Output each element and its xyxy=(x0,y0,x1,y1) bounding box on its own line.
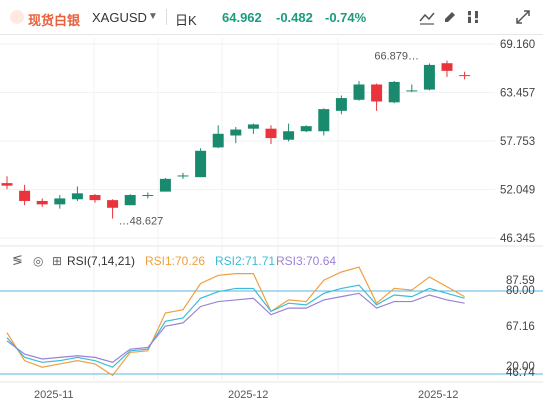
candle-body xyxy=(19,190,31,201)
y-axis-label: 69.160 xyxy=(500,39,535,51)
divider xyxy=(166,9,167,25)
candle-body xyxy=(159,178,171,192)
price-change: -0.482 xyxy=(276,10,313,25)
candle-body xyxy=(230,129,242,136)
candle-body xyxy=(54,198,66,205)
y-axis-label: 63.457 xyxy=(500,87,535,99)
candle-body xyxy=(300,126,312,132)
rsi2-value: RSI2:71.71 xyxy=(215,254,276,268)
x-axis-label: 2025-12 xyxy=(418,389,458,401)
candle-body xyxy=(89,195,101,201)
candle-body xyxy=(406,90,418,92)
logo-text: 现货白银 xyxy=(28,13,81,28)
last-price: 64.962 xyxy=(222,10,262,25)
candle-body xyxy=(423,64,435,90)
period-selector[interactable]: 日K xyxy=(175,13,197,28)
candle-body xyxy=(283,131,295,140)
candle-body xyxy=(318,109,330,132)
symbol-selector[interactable]: XAGUSD xyxy=(92,10,147,25)
price-change-percent: -0.74% xyxy=(325,10,367,25)
candle-body xyxy=(1,183,13,186)
high-annotation: 66.879… xyxy=(374,50,419,62)
candle-body xyxy=(459,75,471,77)
rsi-label: RSI(7,14,21) xyxy=(67,254,136,268)
line-chart-icon[interactable] xyxy=(418,8,436,26)
candle-body xyxy=(142,195,154,197)
x-axis-label: 2025-11 xyxy=(34,389,74,401)
rsi-axis-label: 87.59 xyxy=(506,275,535,287)
visibility-icon[interactable]: ◎ xyxy=(33,254,44,268)
header-divider xyxy=(0,34,543,35)
rsi-header: ≶ ◎ ⊞ RSI(7,14,21) RSI1:70.26 RSI2:71.71… xyxy=(0,250,543,270)
candle-body xyxy=(212,133,224,148)
candle-body xyxy=(265,128,277,139)
candle-body xyxy=(388,81,400,103)
candle-body xyxy=(71,193,83,200)
chevron-down-icon[interactable]: ▼ xyxy=(148,11,158,22)
rsi-axis-label: 67.16 xyxy=(506,321,535,333)
rsi-line-rsi1 xyxy=(6,266,465,377)
settings-icon[interactable]: ⊞ xyxy=(52,254,63,268)
rsi-axis-label: 46.74 xyxy=(506,367,535,379)
x-axis-label: 2025-12 xyxy=(228,389,268,401)
candle-body xyxy=(124,195,136,206)
candle-body xyxy=(177,175,189,177)
chevron-up-down-icon[interactable]: ≶ xyxy=(12,252,23,267)
rsi-line-rsi3 xyxy=(6,292,465,363)
rsi-axis-label: 80.00 xyxy=(506,285,535,297)
y-axis-label: 57.753 xyxy=(500,136,535,148)
rsi-line-rsi2 xyxy=(6,284,465,368)
rsi3-value: RSI3:70.64 xyxy=(276,254,337,268)
edit-icon[interactable] xyxy=(441,8,459,26)
silver-logo-icon xyxy=(10,10,24,24)
candle-body xyxy=(107,200,119,208)
candle-body xyxy=(371,84,383,102)
low-annotation: …48.627 xyxy=(119,216,164,228)
top-bar: 现货白银 XAGUSD ▼ 日K 64.962 -0.482 -0.74% xyxy=(0,0,543,34)
candle-body xyxy=(195,150,207,178)
rsi-axis-label: 20.00 xyxy=(506,361,535,373)
y-axis-label: 52.049 xyxy=(500,184,535,196)
candle-body xyxy=(353,84,365,100)
y-axis-label: 46.345 xyxy=(500,233,535,245)
adjust-icon[interactable] xyxy=(464,8,482,26)
rsi1-value: RSI1:70.26 xyxy=(145,254,206,268)
candle-body xyxy=(335,98,347,111)
fullscreen-icon[interactable] xyxy=(514,8,532,26)
candle-body xyxy=(36,200,48,205)
candle-body xyxy=(441,63,453,71)
candle-body xyxy=(247,124,259,129)
